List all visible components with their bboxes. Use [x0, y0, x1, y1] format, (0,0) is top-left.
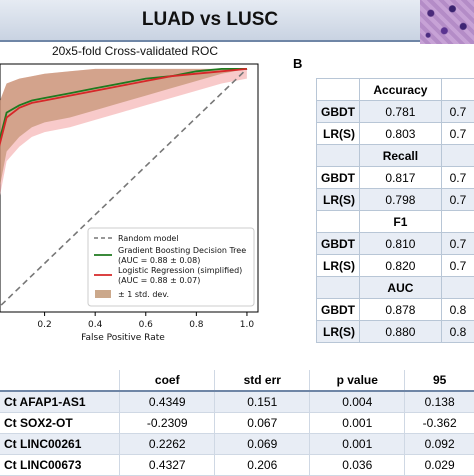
coef-cell: 0.092: [405, 434, 474, 455]
metrics-label: LR(S): [317, 321, 360, 343]
histology-image: [420, 0, 474, 44]
metrics-header-row: Accuracy: [317, 79, 474, 101]
coef-cell: 0.138: [405, 391, 474, 413]
coef-variable: Ct AFAP1-AS1: [0, 391, 120, 413]
metrics-label: GBDT: [317, 167, 360, 189]
x-tick-label: 0.4: [88, 320, 103, 330]
metric-value: 0.878: [360, 299, 442, 321]
metric-value-clipped: [441, 277, 474, 299]
metrics-header-row: AUC: [317, 277, 474, 299]
metrics-label: LR(S): [317, 123, 360, 145]
roc-title: 20x5-fold Cross-validated ROC: [0, 44, 270, 58]
coef-cell: 0.4327: [120, 455, 215, 476]
metric-value-clipped: 0.7: [441, 189, 474, 211]
legend-lr-auc: (AUC = 0.88 ± 0.07): [118, 276, 200, 285]
metric-value-clipped: 0.8: [441, 299, 474, 321]
metric-value-clipped: 0.7: [441, 167, 474, 189]
metric-value-clipped: 0.8: [441, 321, 474, 343]
coef-column-header: p value: [310, 370, 405, 391]
legend-lr-label: Logistic Regression (simplified): [118, 266, 242, 275]
coef-column-header: 95: [405, 370, 474, 391]
coef-cell: 0.004: [310, 391, 405, 413]
coef-cell: 0.206: [215, 455, 310, 476]
coef-cell: 0.001: [310, 434, 405, 455]
roc-chart: 0.2 0.4 0.6 0.8 1.0 False Positive Rate Random…: [0, 58, 270, 346]
coef-variable: Ct LINC00261: [0, 434, 120, 455]
coef-cell: 0.036: [310, 455, 405, 476]
metrics-label: [317, 277, 360, 299]
x-tick-label: 1.0: [240, 320, 255, 330]
metrics-label: GBDT: [317, 101, 360, 123]
coef-cell: 0.4349: [120, 391, 215, 413]
metric-name: AUC: [360, 277, 442, 299]
x-axis-label: False Positive Rate: [81, 333, 165, 343]
metrics-label: LR(S): [317, 189, 360, 211]
legend-std-swatch: [95, 290, 111, 298]
coef-cell: 0.2262: [120, 434, 215, 455]
metric-value: 0.810: [360, 233, 442, 255]
x-tick-label: 0.6: [139, 320, 154, 330]
metrics-label: [317, 79, 360, 101]
legend-gbdt-label: Gradient Boosting Decision Tree: [118, 246, 246, 255]
metric-value-clipped: 0.7: [441, 255, 474, 277]
coef-cell: 0.067: [215, 413, 310, 434]
x-tick-label: 0.8: [189, 320, 204, 330]
metric-value: 0.880: [360, 321, 442, 343]
metrics-label: LR(S): [317, 255, 360, 277]
legend-random-label: Random model: [118, 234, 179, 243]
metric-name: F1: [360, 211, 442, 233]
metrics-label: GBDT: [317, 233, 360, 255]
coef-cell: 0.029: [405, 455, 474, 476]
metric-value-clipped: 0.7: [441, 123, 474, 145]
coef-column-header: [0, 370, 120, 391]
metric-name: Accuracy: [360, 79, 442, 101]
coef-cell: 0.151: [215, 391, 310, 413]
coef-column-header: coef: [120, 370, 215, 391]
panel-b-label: B: [293, 56, 302, 71]
x-tick-label: 0.2: [37, 320, 51, 330]
metric-value-clipped: [441, 145, 474, 167]
metric-value-clipped: 0.7: [441, 101, 474, 123]
metrics-header-row: Recall: [317, 145, 474, 167]
metric-value-clipped: 0.7: [441, 233, 474, 255]
metrics-label: [317, 211, 360, 233]
legend-std-label: ± 1 std. dev.: [118, 290, 169, 299]
coef-variable: Ct SOX2-OT: [0, 413, 120, 434]
metric-value-clipped: [441, 211, 474, 233]
coef-cell: -0.362: [405, 413, 474, 434]
metric-name: Recall: [360, 145, 442, 167]
coef-column-header: std err: [215, 370, 310, 391]
coef-cell: 0.069: [215, 434, 310, 455]
metric-value: 0.798: [360, 189, 442, 211]
metrics-label: [317, 145, 360, 167]
slide-banner: LUAD vs LUSC: [0, 0, 420, 42]
metric-value: 0.820: [360, 255, 442, 277]
metric-value: 0.781: [360, 101, 442, 123]
coef-cell: 0.001: [310, 413, 405, 434]
metric-value: 0.817: [360, 167, 442, 189]
metric-value-clipped: [441, 79, 474, 101]
metric-value: 0.803: [360, 123, 442, 145]
metrics-header-row: F1: [317, 211, 474, 233]
banner-title: LUAD vs LUSC: [142, 9, 278, 31]
legend-gbdt-auc: (AUC = 0.88 ± 0.08): [118, 256, 200, 265]
coef-cell: -0.2309: [120, 413, 215, 434]
coef-variable: Ct LINC00673: [0, 455, 120, 476]
metrics-label: GBDT: [317, 299, 360, 321]
